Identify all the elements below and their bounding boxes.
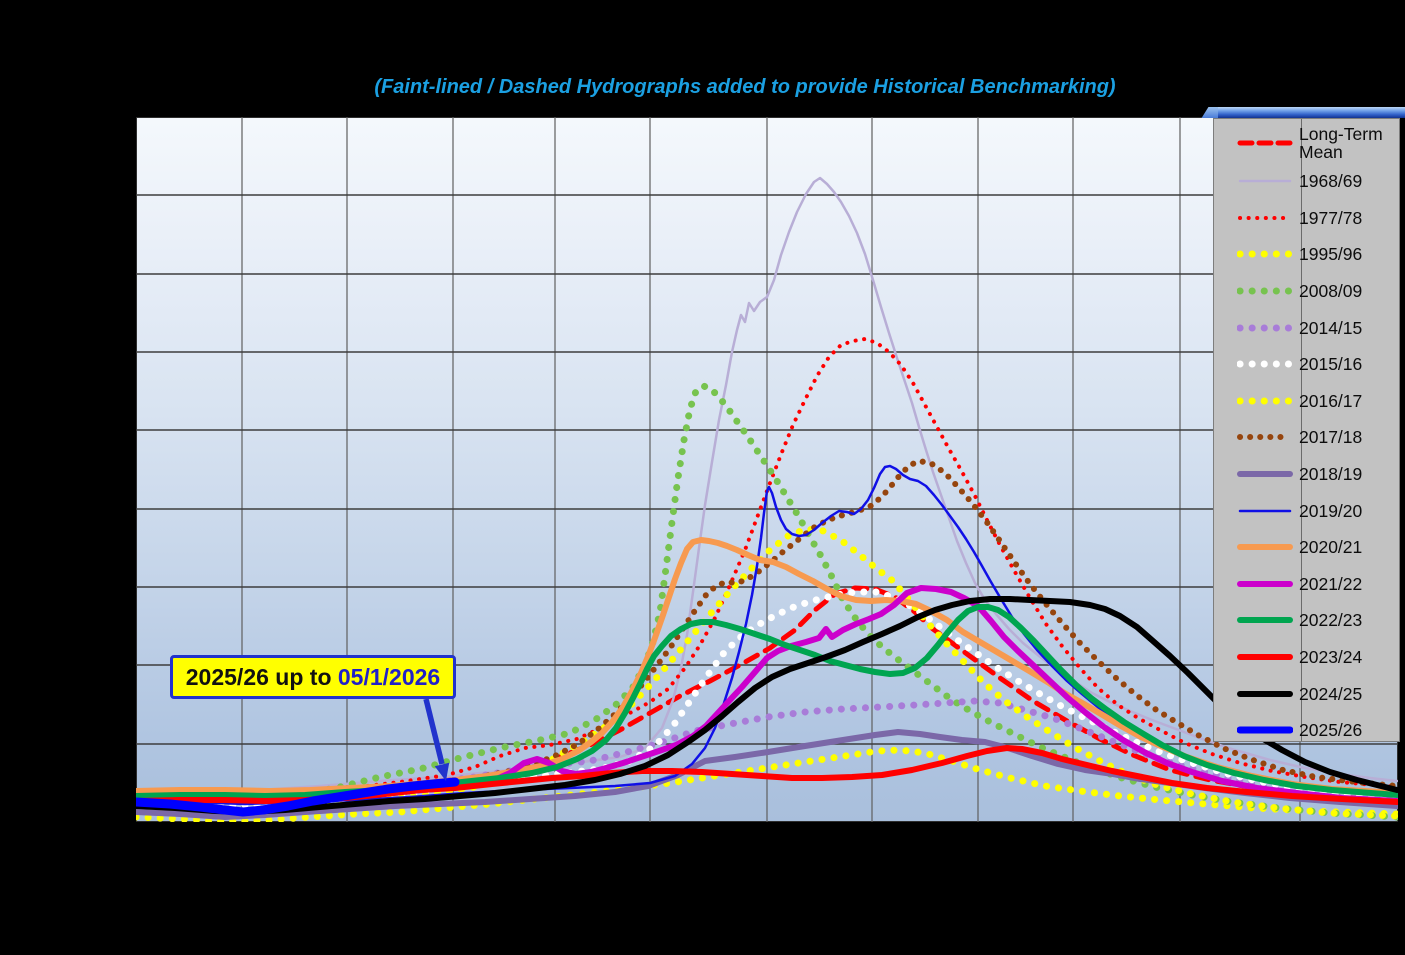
legend-item-label: 1977/78: [1299, 207, 1363, 228]
legend-item-long-term-mean: Long-Term Mean: [1214, 122, 1399, 163]
legend-item-label: 2017/18: [1299, 427, 1363, 448]
legend-item-2021-22: 2021/22: [1214, 566, 1399, 603]
legend-item-2008-09: 2008/09: [1214, 273, 1399, 310]
legend-marker: [1237, 324, 1293, 332]
legend-item-2014-15: 2014/15: [1214, 309, 1399, 346]
legend-item-2018-19: 2018/19: [1214, 456, 1399, 493]
annotation-callout: 2025/26 up to 05/1/2026: [170, 655, 456, 699]
chart-subtitle: (Faint-lined / Dashed Hydrographs added …: [374, 76, 1116, 98]
legend-item-label: Long-Term Mean: [1299, 123, 1383, 162]
series-2022-23: [136, 604, 1398, 799]
legend-item-2025-26: 2025/26: [1214, 712, 1399, 749]
legend-marker: [1237, 617, 1293, 624]
legend-item-2016-17: 2016/17: [1214, 383, 1399, 420]
legend-marker: [1237, 471, 1293, 478]
legend-top-bar: [1218, 107, 1405, 118]
legend-marker: [1238, 215, 1292, 220]
legend-marker: [1237, 580, 1293, 587]
legend-item-2024-25: 2024/25: [1214, 675, 1399, 712]
series-2017-18: [136, 458, 1398, 802]
legend-item-label: 2020/21: [1299, 537, 1363, 558]
legend-item-label: 2016/17: [1299, 390, 1363, 411]
legend-marker: [1238, 509, 1292, 512]
legend-marker: [1237, 360, 1293, 368]
series-2021-22: [136, 585, 1398, 804]
legend-item-label: 2019/20: [1299, 500, 1363, 521]
legend-item-2015-16: 2015/16: [1214, 346, 1399, 383]
annotation-date: 05/1/2026: [337, 663, 441, 690]
series-1977-78: [136, 337, 1398, 799]
legend-marker: [1237, 726, 1293, 734]
legend-marker: [1237, 654, 1293, 661]
legend-item-label: 2025/26: [1299, 720, 1363, 741]
annotation-arrow-head: [434, 762, 450, 781]
legend-item-2019-20: 2019/20: [1214, 492, 1399, 529]
legend-marker: [1237, 287, 1293, 295]
legend-marker: [1237, 544, 1293, 551]
annotation-text: 2025/26 up to: [185, 663, 338, 690]
legend-item-label: 2014/15: [1299, 317, 1363, 338]
legend-item-label: 2008/09: [1299, 281, 1363, 302]
legend-item-label: 2022/23: [1299, 610, 1363, 631]
legend-marker: [1237, 140, 1293, 145]
legend-item-label: 2024/25: [1299, 683, 1363, 704]
legend-item-label: 2015/16: [1299, 354, 1363, 375]
legend-item-2020-21: 2020/21: [1214, 529, 1399, 566]
series-2019-20: [136, 464, 1398, 806]
legend-item-label: 2018/19: [1299, 464, 1363, 485]
legend-item-2022-23: 2022/23: [1214, 602, 1399, 639]
legend-item-1977-78: 1977/78: [1214, 200, 1399, 237]
legend: Long-Term Mean 1968/69 1977/78 1995/96 2008/…: [1213, 118, 1400, 742]
legend-marker: [1237, 397, 1293, 405]
legend-item-label: 2021/22: [1299, 573, 1363, 594]
legend-marker: [1237, 434, 1293, 441]
legend-item-label: 1995/96: [1299, 244, 1363, 265]
legend-item-2023-24: 2023/24: [1214, 639, 1399, 676]
legend-marker: [1237, 690, 1293, 697]
legend-item-1968-69: 1968/69: [1214, 163, 1399, 200]
series-1995-96: [136, 746, 1398, 822]
legend-marker: [1237, 250, 1293, 258]
series-2008-09: [136, 382, 1398, 821]
series-2024-25: [136, 596, 1398, 815]
legend-marker: [1238, 180, 1292, 183]
annotation-arrow-shaft: [423, 698, 445, 765]
legend-item-label: 2023/24: [1299, 647, 1363, 668]
legend-item-label: 1968/69: [1299, 171, 1363, 192]
legend-item-1995-96: 1995/96: [1214, 236, 1399, 273]
series-2025-26: [136, 777, 460, 817]
series-2023-24: [136, 745, 1398, 805]
legend-item-2017-18: 2017/18: [1214, 419, 1399, 456]
